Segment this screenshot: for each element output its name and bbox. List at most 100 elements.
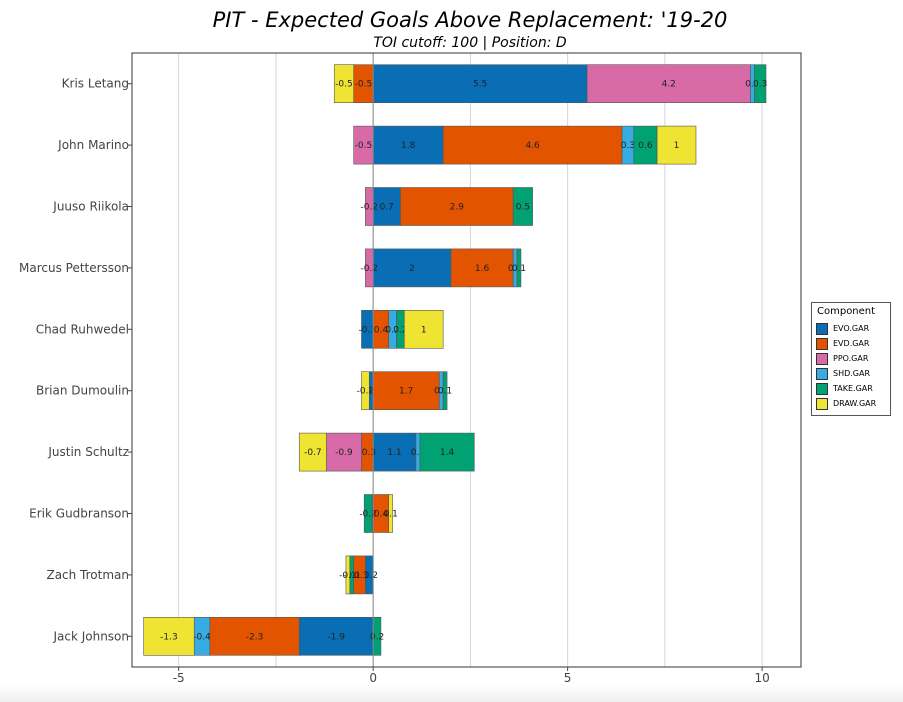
data-label: 0.2	[370, 632, 384, 642]
data-label: 0.1	[411, 448, 425, 458]
bar-segment	[442, 125, 623, 165]
data-label: 0.1	[434, 387, 448, 397]
data-label: 0.1	[512, 264, 526, 274]
data-label: 2	[409, 264, 415, 274]
data-label: 1.1	[387, 448, 401, 458]
bar-segment	[512, 187, 533, 226]
data-label: -0.4	[193, 632, 211, 642]
bar-segment	[209, 616, 300, 656]
category-label: Justin Schultz	[47, 445, 129, 459]
data-label: 0.4	[374, 510, 389, 520]
bar-segment	[754, 64, 767, 103]
legend-item: TAKE.GAR	[816, 381, 886, 396]
data-label: -0.5	[335, 80, 353, 90]
chart-subtitle: TOI cutoff: 100 | Position: D	[373, 35, 567, 51]
data-label: 0.6	[638, 141, 653, 151]
legend-label: EVD.GAR	[833, 339, 870, 348]
data-label: -0.2	[360, 264, 378, 274]
data-label: 0.1	[438, 387, 452, 397]
data-label: -0.2	[360, 203, 378, 213]
data-label: 1	[421, 325, 427, 335]
data-label: 0.3	[621, 141, 635, 151]
legend-label: SHD.GAR	[833, 369, 871, 378]
x-tick-label: 5	[564, 671, 572, 685]
category-label: Kris Letang	[62, 77, 129, 91]
data-label: -0.2	[357, 387, 375, 397]
data-label: 0.3	[753, 80, 767, 90]
bar-segment	[400, 187, 514, 226]
legend-label: TAKE.GAR	[833, 384, 873, 393]
legend-swatch	[816, 382, 828, 395]
data-label: 4.6	[525, 141, 540, 151]
bar-segment	[326, 432, 362, 472]
bar-segment	[345, 555, 351, 595]
plot-border	[131, 52, 802, 668]
data-label: -0.3	[351, 571, 369, 581]
legend-swatch	[816, 367, 828, 380]
data-label: -1.3	[160, 632, 178, 642]
legend-item: DRAW.GAR	[816, 396, 886, 411]
data-label: 1.4	[440, 448, 455, 458]
data-label: 1	[674, 141, 680, 151]
data-label: 0.1	[383, 510, 397, 520]
data-label: 0.5	[516, 203, 530, 213]
legend-items: EVO.GAR EVD.GAR PPO.GAR SHD.GAR TAKE.GAR DRAW…	[816, 321, 886, 411]
bar-segment	[372, 187, 401, 226]
data-label: 0.4	[374, 325, 389, 335]
legend-label: DRAW.GAR	[833, 399, 877, 408]
data-label: -0.2	[359, 510, 377, 520]
bar-segment	[450, 248, 514, 288]
data-label: -0.5	[355, 141, 373, 151]
bar-segment	[388, 494, 393, 533]
bar-segment	[403, 309, 444, 349]
legend-item: SHD.GAR	[816, 366, 886, 381]
bar-segment	[363, 494, 373, 533]
bar-segment	[442, 371, 448, 411]
legend-swatch	[816, 322, 828, 335]
legend-swatch	[816, 397, 828, 410]
category-label: John Marino	[57, 138, 129, 152]
data-label: -0.1	[343, 571, 361, 581]
x-tick-label: -5	[173, 671, 185, 685]
legend-title: Component	[817, 306, 876, 317]
legend-item: EVD.GAR	[816, 336, 886, 351]
category-label: Jack Johnson	[52, 629, 129, 643]
data-label: 0.2	[393, 325, 407, 335]
bar-segment	[298, 432, 327, 472]
x-tick-label: 0	[369, 671, 377, 685]
bar-segment	[419, 432, 475, 472]
bar-segment	[372, 371, 440, 411]
chart-title: PIT - Expected Goals Above Replacement: …	[212, 8, 728, 32]
bar-segment	[143, 616, 195, 656]
bar-segment	[586, 64, 751, 103]
bottom-edge	[0, 684, 903, 702]
legend-label: EVO.GAR	[833, 324, 870, 333]
category-label: Erik Gudbranson	[29, 507, 129, 521]
legend-label: PPO.GAR	[833, 354, 869, 363]
data-label: 1.8	[401, 141, 416, 151]
legend-swatch	[816, 352, 828, 365]
legend-item: EVO.GAR	[816, 321, 886, 336]
data-label: 4.2	[662, 80, 676, 90]
data-label: 1.7	[399, 387, 413, 397]
data-label: -1.9	[327, 632, 345, 642]
data-label: 1.6	[475, 264, 490, 274]
bar-segment	[516, 248, 522, 288]
data-label: -0.5	[355, 80, 373, 90]
x-tick-label: 10	[754, 671, 769, 685]
data-label: 5.5	[473, 80, 487, 90]
data-label: -0.3	[359, 325, 377, 335]
data-label: -0.1	[362, 387, 380, 397]
data-label: 0.2	[385, 325, 399, 335]
data-label: 0.7	[380, 203, 394, 213]
legend-item: PPO.GAR	[816, 351, 886, 366]
bar-segment	[333, 64, 355, 103]
legend: Component EVO.GAR EVD.GAR PPO.GAR SHD.GAR TA…	[811, 302, 891, 416]
data-label: -0.9	[335, 448, 353, 458]
category-label: Brian Dumoulin	[36, 384, 129, 398]
data-label: -0.1	[339, 571, 357, 581]
category-label: Juuso Riikola	[52, 200, 129, 214]
category-label: Chad Ruhwedel	[36, 322, 129, 336]
